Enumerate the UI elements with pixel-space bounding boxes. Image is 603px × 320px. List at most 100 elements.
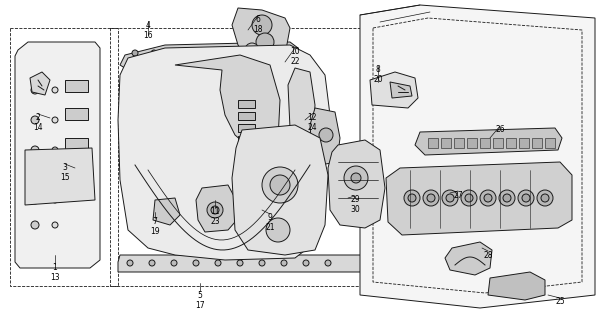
Circle shape bbox=[537, 190, 553, 206]
Circle shape bbox=[541, 194, 549, 202]
Circle shape bbox=[270, 175, 290, 195]
Polygon shape bbox=[390, 82, 412, 98]
Circle shape bbox=[207, 202, 223, 218]
Text: 4: 4 bbox=[145, 20, 150, 29]
Circle shape bbox=[465, 194, 473, 202]
Circle shape bbox=[31, 196, 39, 204]
Polygon shape bbox=[238, 112, 255, 120]
Circle shape bbox=[427, 194, 435, 202]
Polygon shape bbox=[118, 255, 365, 272]
Circle shape bbox=[404, 190, 420, 206]
Circle shape bbox=[127, 260, 133, 266]
Text: 26: 26 bbox=[495, 125, 505, 134]
Circle shape bbox=[252, 15, 272, 35]
Text: 27: 27 bbox=[453, 190, 463, 199]
Text: 25: 25 bbox=[555, 298, 565, 307]
Polygon shape bbox=[532, 138, 542, 148]
Circle shape bbox=[151, 50, 157, 56]
Polygon shape bbox=[545, 138, 555, 148]
Polygon shape bbox=[65, 138, 88, 150]
Text: 9: 9 bbox=[268, 213, 273, 222]
Polygon shape bbox=[467, 138, 477, 148]
Circle shape bbox=[245, 43, 259, 57]
Circle shape bbox=[325, 260, 331, 266]
Polygon shape bbox=[360, 5, 595, 308]
Polygon shape bbox=[232, 8, 290, 68]
Text: 18: 18 bbox=[253, 26, 263, 35]
Polygon shape bbox=[15, 42, 100, 268]
Text: 10: 10 bbox=[290, 47, 300, 57]
Polygon shape bbox=[175, 55, 280, 155]
Text: 29: 29 bbox=[350, 196, 360, 204]
Circle shape bbox=[442, 190, 458, 206]
Circle shape bbox=[461, 190, 477, 206]
Polygon shape bbox=[120, 42, 298, 70]
Text: 23: 23 bbox=[210, 218, 220, 227]
Circle shape bbox=[281, 260, 287, 266]
Polygon shape bbox=[25, 148, 95, 205]
Circle shape bbox=[319, 128, 333, 142]
Circle shape bbox=[303, 260, 309, 266]
Circle shape bbox=[170, 50, 176, 56]
Circle shape bbox=[31, 221, 39, 229]
Circle shape bbox=[259, 260, 265, 266]
Text: 12: 12 bbox=[308, 114, 317, 123]
Polygon shape bbox=[232, 125, 328, 255]
Circle shape bbox=[52, 172, 58, 178]
Circle shape bbox=[522, 194, 530, 202]
Text: 11: 11 bbox=[210, 207, 219, 217]
Circle shape bbox=[31, 171, 39, 179]
Circle shape bbox=[171, 260, 177, 266]
Text: 16: 16 bbox=[143, 30, 153, 39]
Polygon shape bbox=[196, 185, 235, 232]
Text: 22: 22 bbox=[290, 58, 300, 67]
Circle shape bbox=[266, 218, 290, 242]
Circle shape bbox=[52, 197, 58, 203]
Circle shape bbox=[423, 190, 439, 206]
Circle shape bbox=[52, 87, 58, 93]
Text: 19: 19 bbox=[150, 228, 160, 236]
Circle shape bbox=[344, 166, 368, 190]
Circle shape bbox=[351, 173, 361, 183]
Text: 15: 15 bbox=[60, 173, 70, 182]
Circle shape bbox=[484, 194, 492, 202]
Circle shape bbox=[246, 50, 252, 56]
Circle shape bbox=[499, 190, 515, 206]
Circle shape bbox=[149, 260, 155, 266]
Circle shape bbox=[262, 167, 298, 203]
Polygon shape bbox=[118, 45, 330, 260]
Polygon shape bbox=[238, 100, 255, 108]
Circle shape bbox=[132, 50, 138, 56]
Bar bbox=[110, 28, 390, 286]
Polygon shape bbox=[288, 68, 315, 165]
Polygon shape bbox=[238, 124, 255, 132]
Circle shape bbox=[52, 147, 58, 153]
Circle shape bbox=[265, 50, 271, 56]
Circle shape bbox=[52, 117, 58, 123]
Circle shape bbox=[31, 146, 39, 154]
Polygon shape bbox=[480, 138, 490, 148]
Circle shape bbox=[408, 194, 416, 202]
Polygon shape bbox=[310, 108, 340, 165]
Circle shape bbox=[518, 190, 534, 206]
Circle shape bbox=[52, 222, 58, 228]
Text: 24: 24 bbox=[307, 124, 317, 132]
Text: 2: 2 bbox=[36, 114, 40, 123]
Polygon shape bbox=[65, 108, 88, 120]
Text: 8: 8 bbox=[376, 66, 380, 75]
Polygon shape bbox=[386, 162, 572, 235]
Polygon shape bbox=[493, 138, 503, 148]
Polygon shape bbox=[65, 168, 88, 180]
Text: 5: 5 bbox=[198, 291, 203, 300]
Polygon shape bbox=[428, 138, 438, 148]
Text: 20: 20 bbox=[373, 76, 383, 84]
Text: 3: 3 bbox=[63, 164, 68, 172]
Text: 7: 7 bbox=[153, 218, 157, 227]
Text: 6: 6 bbox=[256, 15, 260, 25]
Polygon shape bbox=[153, 198, 180, 225]
Circle shape bbox=[31, 116, 39, 124]
Polygon shape bbox=[445, 242, 492, 275]
Polygon shape bbox=[370, 72, 418, 108]
Text: 17: 17 bbox=[195, 300, 205, 309]
Circle shape bbox=[208, 50, 214, 56]
